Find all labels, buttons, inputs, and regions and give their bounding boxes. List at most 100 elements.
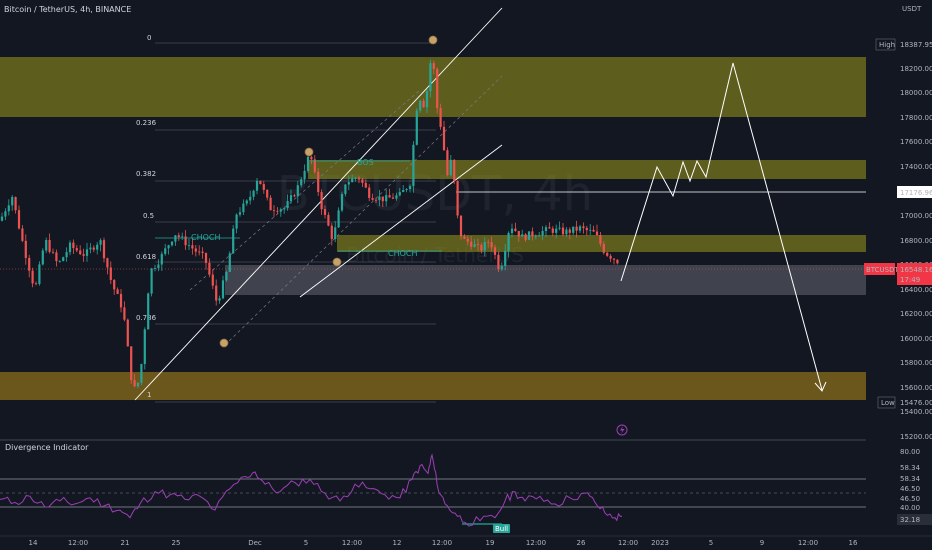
- candle-body: [310, 156, 313, 160]
- ind-current-box: [897, 514, 932, 525]
- price-tick: 18200.00: [900, 65, 932, 73]
- candle-body: [58, 261, 61, 262]
- candle-body: [255, 180, 259, 191]
- candle-body: [68, 242, 72, 253]
- candle-body: [442, 126, 446, 151]
- gray-zone[interactable]: [225, 265, 866, 295]
- projection-path[interactable]: [620, 62, 823, 391]
- candle-body: [252, 190, 255, 197]
- candle-body: [449, 159, 452, 175]
- candle-body: [599, 235, 602, 244]
- candle-body: [242, 203, 245, 213]
- current-price: 16548.16: [900, 266, 932, 274]
- symbol-tag: BTCUSDT: [866, 266, 900, 274]
- candle-body: [340, 194, 344, 211]
- candle-body: [262, 184, 265, 190]
- candle-body: [463, 236, 466, 239]
- price-tick: 17000.00: [900, 212, 932, 220]
- candle-body: [344, 184, 347, 195]
- candle-body: [82, 254, 85, 256]
- candle-body: [493, 247, 497, 255]
- candle-body: [354, 177, 357, 179]
- candle-body: [279, 209, 282, 212]
- candle-body: [415, 110, 418, 145]
- candle-body: [259, 180, 262, 185]
- candle-body: [113, 279, 116, 290]
- rsi-line[interactable]: [0, 453, 623, 527]
- candle-body: [456, 180, 459, 216]
- candles[interactable]: [0, 59, 619, 389]
- candle-body: [7, 205, 10, 212]
- price-tick: 17400.00: [900, 163, 932, 171]
- time-tick: 2023: [651, 539, 669, 547]
- candle-body: [595, 231, 599, 236]
- candle-body: [92, 247, 95, 250]
- ascending-channel[interactable]: [134, 7, 503, 401]
- candle-body: [500, 266, 503, 270]
- candle-body: [296, 185, 299, 197]
- projection-arrowhead: [814, 381, 827, 392]
- time-tick: 14: [29, 539, 38, 547]
- price-tick: 16800.00: [900, 237, 932, 245]
- candle-body: [395, 195, 398, 199]
- candle-body: [334, 227, 337, 240]
- high-label-box: [875, 38, 896, 51]
- candle-body: [24, 240, 27, 258]
- candle-body: [504, 250, 507, 267]
- level-value-box: [897, 186, 932, 198]
- ind-tick-5834b: 58.34: [900, 475, 921, 483]
- ind-tick-5834a: 58.34: [900, 464, 921, 472]
- price-tick: 15600.00: [900, 384, 932, 392]
- candle-body: [521, 234, 524, 237]
- candle-body: [385, 195, 388, 202]
- price-tick: 15200.00: [900, 433, 932, 441]
- time-axis[interactable]: 14 12:00 21 25 Dec 5 12:00 12 12:00 19 12:00 26 12:0…: [29, 539, 858, 547]
- time-tick: 12:00: [798, 539, 818, 547]
- candle-body: [51, 251, 55, 253]
- level-value: 17176.96: [900, 189, 932, 197]
- candle-body: [89, 247, 92, 250]
- candle-body: [483, 241, 486, 251]
- candle-body: [578, 226, 582, 231]
- candle-body: [572, 226, 575, 233]
- candle-body: [524, 234, 527, 240]
- fib-label-0786: 0.786: [136, 314, 157, 322]
- low-value: 15476.00: [900, 399, 932, 407]
- time-tick: 19: [486, 539, 495, 547]
- supply-zone-middle[interactable]: [308, 160, 866, 179]
- time-tick: 16: [849, 539, 858, 547]
- price-tick: 15800.00: [900, 359, 932, 367]
- candle-body: [140, 364, 143, 383]
- candle-body: [606, 252, 609, 256]
- pivot-markers[interactable]: [219, 35, 438, 348]
- candle-body: [534, 236, 537, 237]
- candle-body: [181, 236, 184, 238]
- fib-retracement-lines[interactable]: [155, 42, 436, 403]
- bull-badge[interactable]: [493, 524, 510, 533]
- candle-body: [453, 159, 456, 181]
- candle-body: [575, 226, 578, 231]
- symbol-title[interactable]: Bitcoin / TetherUS, 4h, BINANCE: [4, 5, 131, 14]
- candle-body: [541, 231, 544, 236]
- candle-body: [555, 228, 558, 233]
- candle-body: [459, 215, 463, 237]
- price-tick: 16000.00: [900, 335, 932, 343]
- candle-body: [147, 293, 150, 330]
- candle-body: [153, 268, 157, 269]
- candle-body: [391, 197, 395, 199]
- candle-body: [191, 245, 194, 249]
- candle-body: [609, 255, 612, 259]
- candle-body: [75, 248, 78, 251]
- time-tick: 12:00: [432, 539, 452, 547]
- fib-label-0618: 0.618: [136, 253, 156, 261]
- candle-body: [204, 252, 208, 263]
- demand-zone[interactable]: [0, 372, 866, 400]
- price-tick: 16400.00: [900, 286, 932, 294]
- time-tick: 12:00: [526, 539, 546, 547]
- candle-body: [398, 192, 401, 196]
- candle-body: [164, 248, 167, 254]
- candle-body: [412, 144, 415, 187]
- candle-body: [4, 211, 7, 217]
- flash-icon[interactable]: [616, 424, 628, 436]
